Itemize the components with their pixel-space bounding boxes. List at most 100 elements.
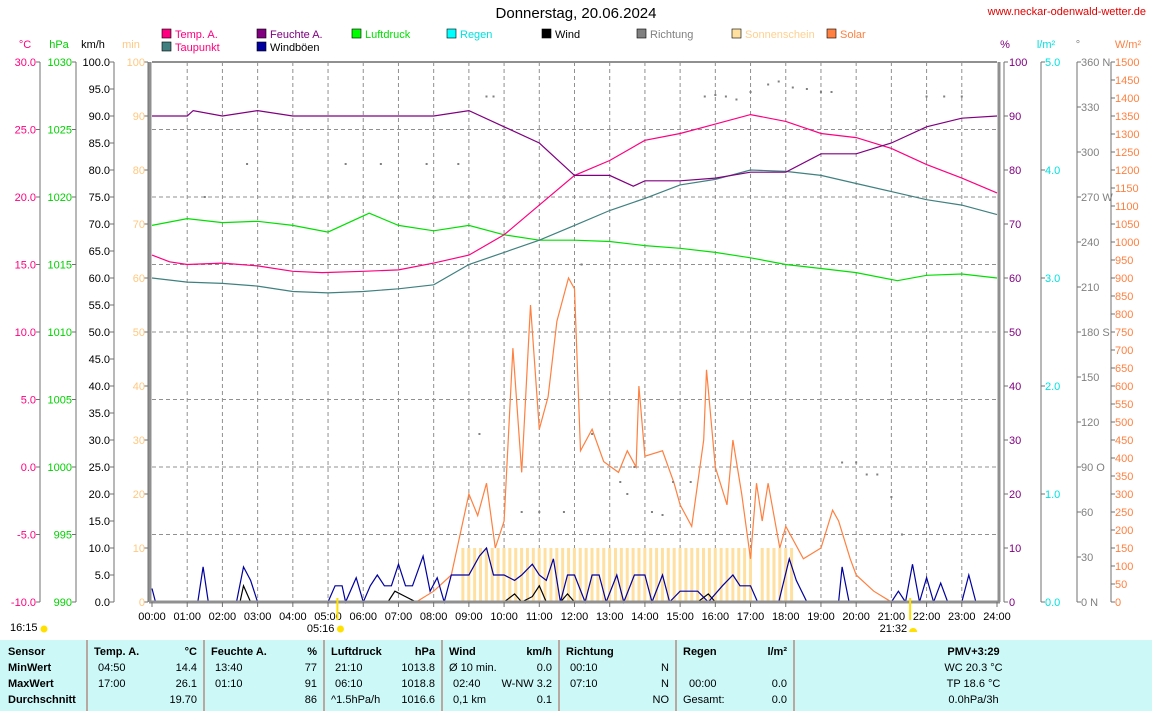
legend-swatch (446, 28, 457, 39)
direction-point (203, 196, 206, 198)
direction-point (830, 91, 833, 93)
header-rain: Regen (683, 646, 717, 658)
header-wind-unit: km/h (526, 646, 552, 658)
site-link[interactable]: www.neckar-odenwald-wetter.de (987, 6, 1146, 18)
axis-label-temp: -5.0 (17, 530, 36, 542)
sun-icon (40, 625, 48, 633)
axis-label-sun: 0 (139, 597, 145, 609)
sunset-icon (909, 628, 918, 632)
axis-label-press: 1020 (48, 192, 72, 204)
day-length: 16:15 (10, 622, 38, 634)
sunshine-bar (484, 548, 488, 602)
axis-label-solar: 100 (1115, 561, 1133, 573)
axis-label-wind: 80.0 (89, 165, 110, 177)
axis-label-solar: 900 (1115, 273, 1133, 285)
axis-label-wind: 50.0 (89, 327, 110, 339)
sunshine-bar (584, 548, 588, 602)
series-line-luftdruck (151, 212, 998, 282)
axis-label-solar: 1500 (1115, 57, 1139, 69)
axis-label-dir: 90 O (1081, 462, 1105, 474)
hum-min: 77 (304, 662, 317, 674)
time-label: 09:00 (455, 611, 483, 623)
axis-label-wind: 55.0 (89, 300, 110, 312)
legend-swatch (256, 41, 267, 52)
time-label: 00:00 (138, 611, 166, 623)
wind-chill: WC 20.3 °C (944, 662, 1003, 674)
axis-unit-sun: min (122, 39, 140, 51)
axis-label-dir: 30 (1081, 552, 1093, 564)
axis-label-hum: 100 (1009, 57, 1027, 69)
legend-label: Wind (555, 29, 580, 41)
axis-label-temp: -10.0 (11, 597, 36, 609)
axis-label-temp: 30.0 (15, 57, 36, 69)
sunshine-bar (766, 548, 770, 602)
axis-label-wind: 35.0 (89, 408, 110, 420)
sunshine-bar (578, 548, 582, 602)
direction-point (246, 163, 249, 165)
col-sensor: Sensor MinWert MaxWert Durchschnitt (0, 640, 88, 711)
axis-label-sun: 50 (133, 327, 145, 339)
axis-label-wind: 45.0 (89, 354, 110, 366)
time-label: 07:00 (385, 611, 413, 623)
direction-point (344, 163, 347, 165)
press-min: 1013.8 (401, 662, 435, 674)
legend-label: Sonnenschein (745, 29, 815, 41)
axis-unit-dir: ° (1076, 39, 1080, 51)
axis-label-wind: 10.0 (89, 543, 110, 555)
sunshine-bar (608, 548, 612, 602)
legend-swatch (731, 28, 742, 39)
axis-label-sun: 90 (133, 111, 145, 123)
legend-swatch (256, 28, 267, 39)
stats-table: Sensor MinWert MaxWert Durchschnitt Temp… (0, 640, 1152, 711)
axis-label-solar: 0 (1115, 597, 1121, 609)
axis-label-solar: 1250 (1115, 147, 1139, 159)
sunshine-bar (684, 548, 688, 602)
direction-point (538, 511, 541, 513)
axis-label-solar: 250 (1115, 507, 1133, 519)
col-pressure: Luftdruck hPa 21:10 1013.8 06:10 1018.8 … (325, 640, 443, 711)
axis-label-temp: 15.0 (15, 260, 36, 272)
header-sensor: Sensor (8, 646, 46, 658)
axis-label-dir: 150 (1081, 372, 1099, 384)
axis-unit-hum: % (1000, 39, 1010, 51)
axis-label-dir: 60 (1081, 507, 1093, 519)
dir-min-time: 00:10 (570, 662, 598, 674)
legend-label: Windböen (270, 42, 320, 54)
axis-label-solar: 750 (1115, 327, 1133, 339)
axis-label-solar: 850 (1115, 291, 1133, 303)
legend-swatch (161, 41, 172, 52)
direction-point (425, 163, 428, 165)
time-label: 19:00 (807, 611, 835, 623)
series-line-temp-a- (151, 113, 998, 274)
temp-min-time: 04:50 (98, 662, 126, 674)
temp-min: 14.4 (175, 662, 197, 674)
legend-label: Luftdruck (365, 29, 411, 41)
direction-point (865, 473, 868, 476)
axis-label-hum: 30 (1009, 435, 1021, 447)
axis-label-solar: 50 (1115, 579, 1127, 591)
axis-label-dir: 180 S (1081, 327, 1110, 339)
dir-avg: NO (652, 694, 670, 706)
axis-label-solar: 950 (1115, 255, 1133, 267)
axis-label-hum: 40 (1009, 381, 1021, 393)
axis-label-dir: 0 N (1081, 597, 1098, 609)
axis-label-press: 990 (54, 597, 72, 609)
sunshine-bar (719, 548, 723, 602)
axis-label-solar: 400 (1115, 453, 1133, 465)
dir-max: N (661, 678, 669, 690)
legend-label: Richtung (650, 29, 693, 41)
axis-label-temp: 0.0 (21, 462, 36, 474)
direction-point (562, 511, 565, 513)
axis-label-wind: 0.0 (95, 597, 110, 609)
time-label: 21:00 (878, 611, 906, 623)
axis-label-wind: 95.0 (89, 84, 110, 96)
axis-unit-wind: km/h (81, 39, 105, 51)
axis-label-solar: 550 (1115, 399, 1133, 411)
sunshine-bar (760, 548, 764, 602)
direction-point (749, 91, 752, 93)
direction-point (855, 461, 858, 464)
time-label: 15:00 (666, 611, 694, 623)
direction-point (379, 163, 382, 165)
axis-label-solar: 600 (1115, 381, 1133, 393)
